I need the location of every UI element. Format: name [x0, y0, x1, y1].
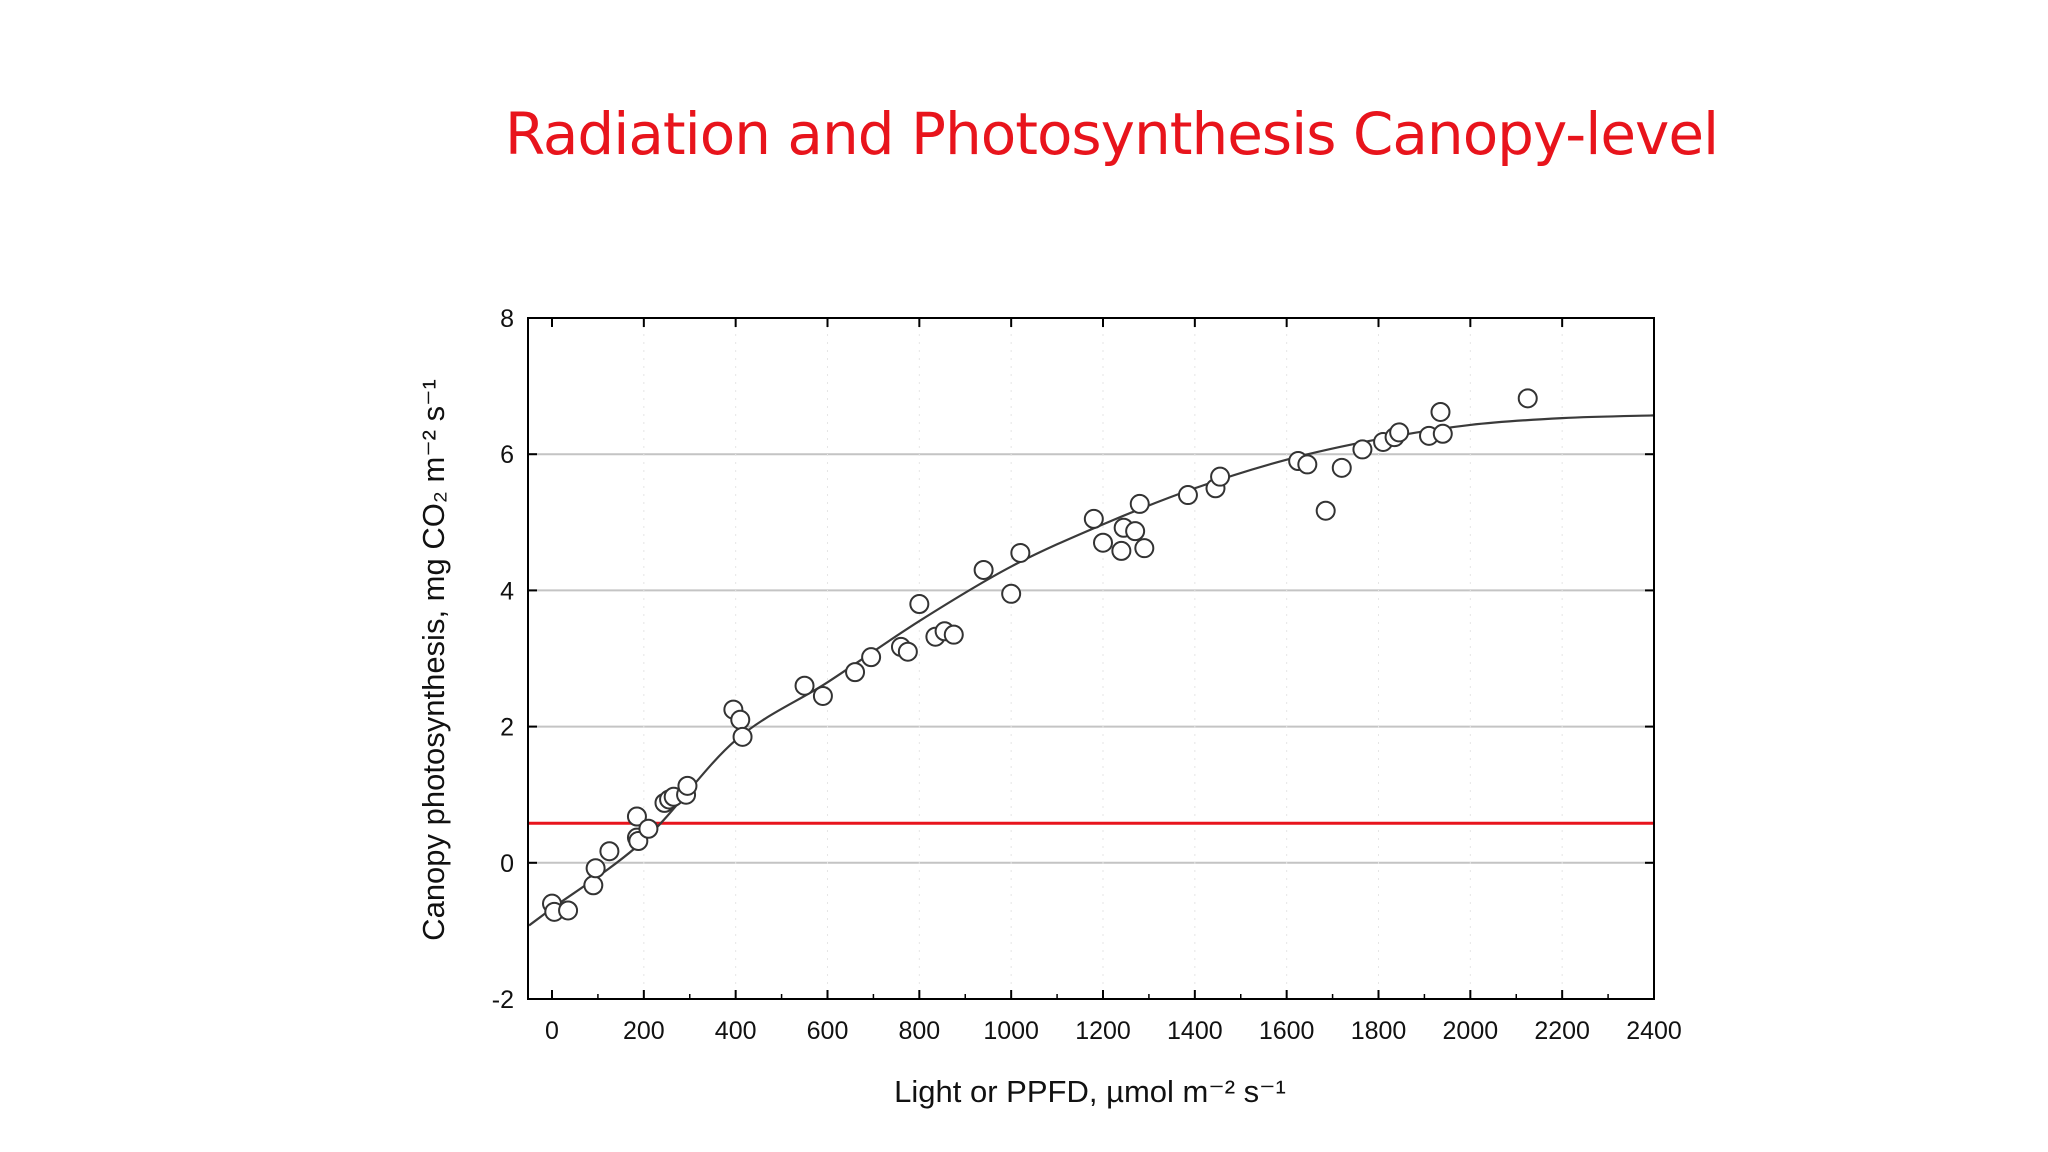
data-point — [1111, 540, 1132, 561]
x-axis-ticks: 0 200 400 600 800 1000 1200 1400 1600 1800 2000 220… — [545, 318, 1682, 1045]
data-point — [1010, 542, 1031, 563]
data-point — [1001, 583, 1022, 604]
grid-lines — [528, 318, 1654, 999]
data-point — [626, 806, 647, 827]
x-tick-label: 800 — [898, 1017, 940, 1045]
data-point — [943, 624, 964, 645]
x-tick-label: 400 — [715, 1017, 757, 1045]
data-point — [812, 685, 833, 706]
plot-frame — [527, 317, 1655, 1000]
x-tick-label: 1600 — [1259, 1017, 1315, 1045]
data-point — [1389, 422, 1410, 443]
data-point — [794, 675, 815, 696]
x-tick-label: 600 — [807, 1017, 849, 1045]
data-point — [585, 858, 606, 879]
y-axis-ticks: -2 0 2 4 6 8 — [492, 305, 1654, 1014]
data-point — [677, 775, 698, 796]
data-point — [1083, 508, 1104, 529]
y-axis-label: Canopy photosynthesis, mg CO₂ m⁻² s⁻¹ — [416, 379, 451, 941]
data-point — [1517, 388, 1538, 409]
data-point — [1093, 532, 1113, 553]
data-point — [1315, 500, 1336, 521]
y-tick-label: 2 — [500, 714, 514, 742]
x-tick-label: 0 — [545, 1017, 559, 1045]
data-point — [1430, 401, 1451, 422]
data-point — [1432, 423, 1453, 444]
plot-area — [528, 318, 1654, 999]
y-tick-label: 0 — [500, 850, 514, 878]
data-point — [558, 900, 579, 921]
data-points — [542, 388, 1538, 922]
y-tick-label: 4 — [500, 577, 514, 605]
data-point — [638, 818, 659, 839]
data-point — [1177, 485, 1198, 506]
x-tick-label: 2000 — [1443, 1017, 1499, 1045]
data-point — [730, 709, 751, 730]
data-point — [1129, 493, 1150, 514]
data-point — [599, 841, 620, 862]
data-point — [1134, 538, 1155, 559]
data-point — [909, 594, 930, 615]
data-point — [973, 559, 994, 580]
data-point — [1210, 466, 1231, 487]
data-point — [1331, 457, 1352, 478]
x-axis-label: Light or PPFD, µmol m⁻² s⁻¹ — [894, 1074, 1286, 1109]
data-point — [861, 647, 882, 668]
data-point — [732, 726, 753, 747]
x-tick-label: 1800 — [1351, 1017, 1407, 1045]
data-point — [897, 641, 918, 662]
y-tick-label: 8 — [500, 305, 514, 333]
x-tick-label: 200 — [623, 1017, 665, 1045]
x-tick-label: 2200 — [1534, 1017, 1590, 1045]
x-tick-label: 1400 — [1167, 1017, 1223, 1045]
data-point — [583, 875, 604, 896]
slide-title: Radiation and Photosynthesis Canopy-leve… — [504, 100, 1719, 168]
data-point — [845, 662, 866, 683]
fit-curve — [528, 414, 1655, 927]
x-tick-label: 1200 — [1075, 1017, 1131, 1045]
data-point — [1125, 521, 1146, 542]
y-tick-label: -2 — [492, 986, 514, 1014]
data-point — [1297, 454, 1318, 475]
y-tick-label: 6 — [500, 441, 514, 469]
x-tick-label: 1000 — [983, 1017, 1039, 1045]
data-point — [1352, 439, 1373, 460]
x-tick-label: 2400 — [1626, 1017, 1682, 1045]
